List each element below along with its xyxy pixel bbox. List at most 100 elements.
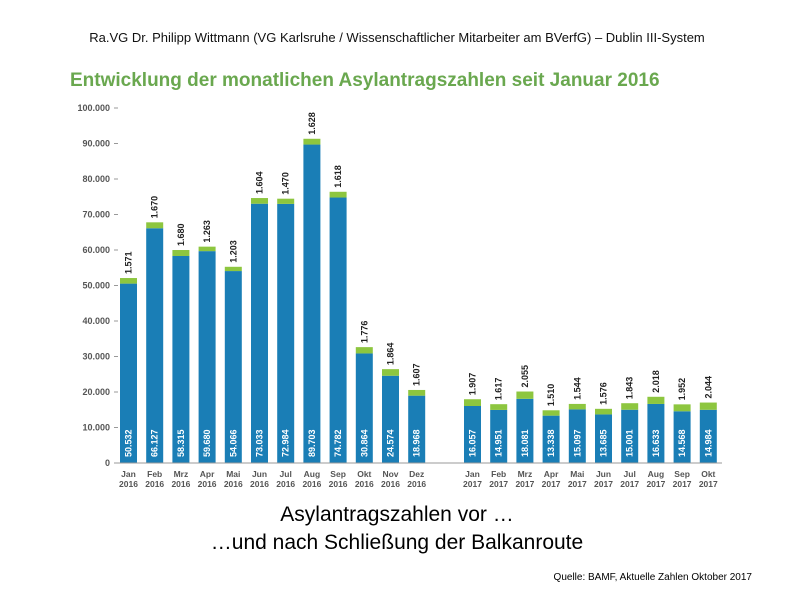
bar-base [490, 409, 508, 463]
data-labels: 50.532 1.571 66.127 1.670 58.315 1.680 59.680 1… [124, 112, 714, 457]
x-tick-month: Sep [330, 469, 346, 479]
y-tick-label: 40.000 [82, 316, 110, 326]
bar-top [568, 403, 586, 410]
bar-top [673, 404, 691, 412]
bar-base [224, 271, 242, 463]
y-axis: 0 10.000 20.000 30.000 40.000 50.000 60.000 70.… [77, 103, 118, 468]
bar-base-label: 16.633 [651, 429, 661, 457]
bar-base [251, 203, 268, 463]
bar-top [277, 198, 295, 204]
bar-top [516, 391, 534, 399]
bar-base [542, 415, 560, 463]
slide-header: Ra.VG Dr. Philipp Wittmann (VG Karlsruhe… [89, 30, 705, 45]
x-tick-year: 2016 [276, 479, 295, 489]
x-tick-month: Jun [252, 469, 267, 479]
bar-base [382, 375, 399, 463]
bar-base-label: 15.001 [625, 429, 635, 457]
bar-base-label: 73.033 [255, 429, 265, 457]
bar-top-label: 1.263 [202, 220, 212, 243]
x-tick-month: Jul [280, 469, 292, 479]
bar-top-label: 1.470 [281, 172, 291, 195]
x-tick-year: 2016 [119, 479, 138, 489]
x-tick-year: 2016 [381, 479, 400, 489]
x-tick-year: 2016 [329, 479, 348, 489]
bar-base-label: 89.703 [307, 429, 317, 457]
caption-line-1: Asylantragszahlen vor … [280, 503, 514, 526]
bar-top [621, 403, 639, 410]
bar-top [329, 191, 347, 198]
x-tick-year: 2017 [646, 479, 665, 489]
bar-base-label: 24.574 [386, 429, 396, 457]
bar-base-label: 66.127 [150, 429, 160, 457]
x-tick-year: 2017 [673, 479, 692, 489]
bar-top-label: 2.044 [703, 376, 713, 399]
bar-base-label: 18.968 [412, 429, 422, 457]
x-tick-month: Feb [491, 469, 506, 479]
bar-base [303, 144, 321, 463]
bar-series [120, 138, 717, 463]
x-tick-month: Mai [226, 469, 240, 479]
x-tick-month: Mrz [174, 469, 189, 479]
asylum-applications-chart: Entwicklung der monatlichen Asylantragsz… [70, 70, 722, 489]
x-tick-year: 2016 [407, 479, 426, 489]
y-tick-label: 70.000 [82, 210, 110, 220]
bar-base [120, 283, 137, 463]
bar-base [621, 409, 639, 463]
bar-top-label: 1.680 [176, 223, 186, 246]
bar-base-label: 13.685 [599, 429, 609, 457]
bar-top-label: 2.018 [651, 370, 661, 393]
x-tick-month: Jan [121, 469, 136, 479]
y-tick-label: 10.000 [82, 423, 110, 433]
x-tick-month: Okt [357, 469, 371, 479]
caption-line-2: …und nach Schließung der Balkanroute [210, 531, 584, 554]
x-tick-year: 2017 [568, 479, 587, 489]
bar-base-label: 13.338 [546, 429, 556, 457]
x-tick-year: 2016 [250, 479, 269, 489]
x-tick-month: Mai [570, 469, 584, 479]
bar-base-label: 14.568 [677, 429, 687, 457]
bar-top-label: 1.203 [228, 240, 238, 263]
bar-base-label: 15.097 [572, 429, 582, 457]
bar-top [303, 138, 321, 145]
x-tick-year: 2016 [302, 479, 321, 489]
bar-base-label: 16.057 [468, 429, 478, 457]
bar-base [277, 203, 295, 463]
x-tick-year: 2017 [699, 479, 718, 489]
bar-top [120, 278, 137, 284]
source-note: Quelle: BAMF, Aktuelle Zahlen Oktober 20… [553, 572, 752, 583]
bar-base [647, 403, 665, 463]
x-tick-month: Jan [465, 469, 480, 479]
bar-base-label: 72.984 [281, 429, 291, 457]
y-tick-label: 0 [105, 458, 110, 468]
bar-top [408, 389, 426, 396]
chart-title: Entwicklung der monatlichen Asylantragsz… [70, 70, 660, 91]
y-tick-label: 100.000 [77, 103, 110, 113]
bar-base [568, 409, 586, 463]
bar-base [329, 197, 347, 463]
bar-top-label: 1.670 [150, 196, 160, 219]
bar-base-label: 14.984 [703, 429, 713, 457]
bar-base [464, 405, 481, 463]
x-tick-month: Aug [648, 469, 665, 479]
bar-base-label: 58.315 [176, 429, 186, 457]
x-tick-year: 2017 [620, 479, 639, 489]
x-tick-month: Dez [409, 469, 424, 479]
bar-base [172, 255, 190, 463]
y-tick-label: 80.000 [82, 174, 110, 184]
x-tick-month: Mrz [518, 469, 533, 479]
bar-top [355, 347, 373, 354]
bar-base-label: 54.066 [228, 429, 238, 457]
bar-base [673, 411, 691, 463]
y-tick-label: 20.000 [82, 387, 110, 397]
bar-top-label: 1.571 [124, 252, 134, 275]
bar-base-label: 18.081 [520, 429, 530, 457]
bar-base-label: 59.680 [202, 429, 212, 457]
bar-top-label: 1.843 [625, 377, 635, 400]
bar-top-label: 1.628 [307, 112, 317, 135]
x-tick-year: 2016 [198, 479, 217, 489]
bar-top-label: 1.618 [333, 165, 343, 188]
bar-base-label: 30.864 [359, 429, 369, 457]
bar-base [516, 398, 534, 463]
x-tick-year: 2016 [224, 479, 243, 489]
x-tick-month: Apr [544, 469, 559, 479]
